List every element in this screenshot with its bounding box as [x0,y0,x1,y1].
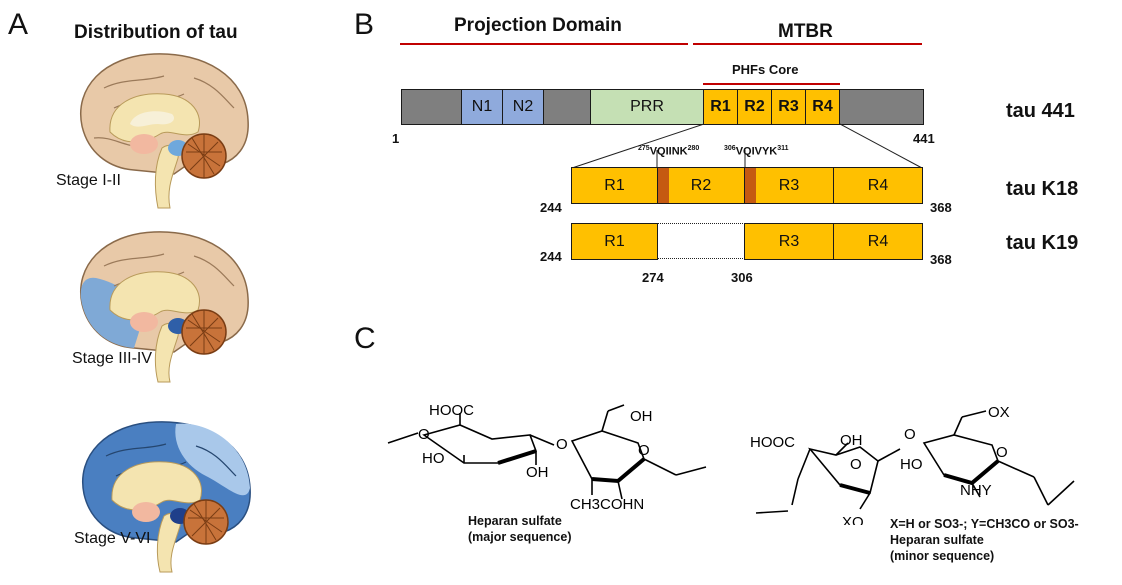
heparan-minor-structure: OX HOOC OH HO NHY XO O O O [750,404,1075,525]
mtbr-label: MTBR [778,21,833,42]
minor-ox-1: OX [988,404,1010,421]
tau441-n1: N1 [461,89,503,125]
tau441-bar: N1 N2 PRR R1 R2 R3 R4 [401,89,924,125]
tau441-n2: N2 [502,89,544,125]
minor-oh: OH [840,432,863,449]
major-ho: HO [422,450,445,467]
brain-stage-3-illustration [82,421,251,573]
minor-ho: HO [900,456,923,473]
tau441-start: 1 [392,131,400,146]
major-o-1: O [418,426,430,443]
major-o-2: O [556,436,568,453]
tauK19-gap-start: 274 [642,270,664,285]
panel-c-letter: C [354,322,376,355]
tauK18-name: tau K18 [1006,178,1079,200]
tau441-c-terminal [839,89,924,125]
tauK19-gap-bottom [657,258,745,259]
tau441-end: 441 [913,131,935,146]
panel-a-letter: A [8,8,29,41]
projection-domain-label: Projection Domain [454,15,622,36]
major-oh-2: OH [526,464,549,481]
heparan-major-structure: HOOC OH HO OH CH3COHN O O O [387,402,707,513]
minor-caption-line1: Heparan sulfate [890,533,984,547]
major-ch3cohn: CH3COHN [570,496,644,513]
major-caption-line2: (major sequence) [468,530,572,544]
tauK19-gap-top [657,223,745,224]
minor-nhy: NHY [960,482,992,499]
major-caption: Heparan sulfate (major sequence) [468,513,572,545]
minor-caption: X=H or SO3-; Y=CH3CO or SO3- Heparan sul… [890,516,1079,564]
tauK18-r3: R3 [744,167,834,204]
tauK19-name: tau K19 [1006,232,1079,254]
motif-275-block [658,168,669,203]
tauK19-r1: R1 [571,223,658,260]
brain-stage-2-illustration [80,231,249,383]
minor-o-2: O [850,456,862,473]
tauK19-bar: R1 R3 R4 [571,223,923,260]
major-oh-1: OH [630,408,653,425]
major-o-3: O [638,442,650,459]
panel-b-letter: B [354,8,375,41]
tauK18-r4: R4 [833,167,923,204]
zoom-lines [571,123,923,170]
tau441-r1: R1 [703,89,738,125]
tauK18-end: 368 [930,200,952,215]
stage-label-3: Stage V-VI [74,530,151,547]
motif-306-block [745,168,756,203]
phfs-core-label: PHFs Core [732,62,799,77]
stage-label-1: Stage I-II [56,172,121,189]
tauK18-r1: R1 [571,167,658,204]
tauK18-start: 244 [540,200,562,215]
panel-a-title: Distribution of tau [74,22,238,43]
minor-caption-line2: (minor sequence) [890,549,995,563]
stage-label-2: Stage III-IV [72,350,153,367]
phfs-core-line [703,83,840,85]
tauK19-start: 244 [540,249,562,264]
tau441-spacer [543,89,591,125]
tauK19-r4: R4 [833,223,923,260]
minor-hooc: HOOC [750,434,795,451]
motif-306-label: 306VQIVYK311 [724,145,789,158]
minor-note: X=H or SO3-; Y=CH3CO or SO3- [890,517,1079,531]
mtbr-line [693,43,922,45]
tauK19-gap-end: 306 [731,270,753,285]
major-caption-line1: Heparan sulfate [468,514,562,528]
tauK18-bar: R1 R2 R3 R4 [571,167,923,204]
tau441-n-terminal [401,89,462,125]
minor-xo: XO [842,514,864,525]
tau441-r3: R3 [771,89,806,125]
motif-275-label: 275VQIINK280 [638,145,700,158]
tau441-r2: R2 [737,89,772,125]
major-hooc: HOOC [429,402,474,419]
tau441-name: tau 441 [1006,100,1075,122]
tauK19-r3: R3 [744,223,834,260]
tauK19-end: 368 [930,252,952,267]
tau441-prr: PRR [590,89,704,125]
minor-o-3: O [996,444,1008,461]
minor-o-1: O [904,426,916,443]
projection-domain-line [400,43,688,45]
tauK18-r2: R2 [657,167,745,204]
brain-stage-1-illustration [80,53,249,209]
